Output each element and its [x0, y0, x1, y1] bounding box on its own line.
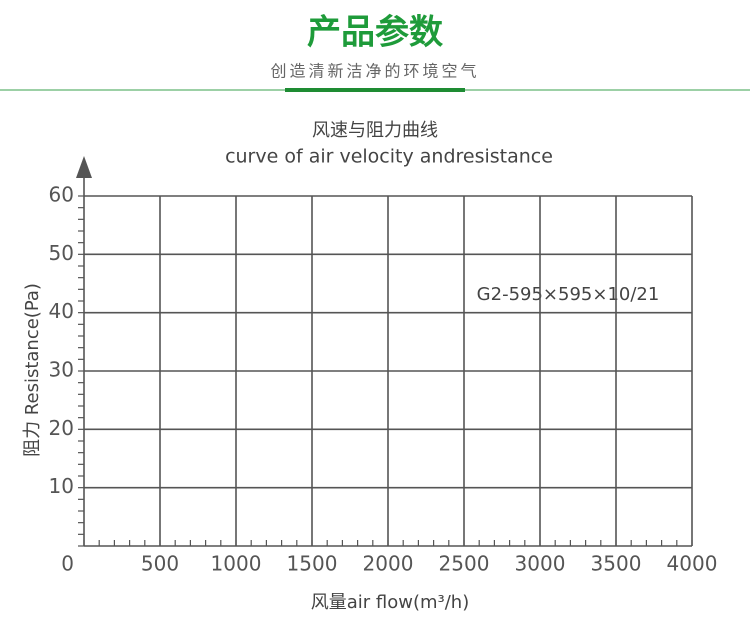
- y-tick-label: 60: [49, 183, 74, 207]
- y-tick-label: 50: [49, 241, 74, 265]
- x-axis-label: 风量air flow(m³/h): [311, 592, 470, 613]
- x-tick-label: 2000: [363, 552, 414, 576]
- x-tick-label: 0: [61, 552, 74, 576]
- y-tick-label: 10: [49, 474, 74, 498]
- series-label: G2-595×595×10/21: [477, 284, 660, 305]
- x-tick-label: 3000: [515, 552, 566, 576]
- chart-title: 风速与阻力曲线: [312, 120, 438, 141]
- x-tick-label: 4000: [667, 552, 718, 576]
- chart-subtitle: curve of air velocity andresistance: [225, 146, 553, 168]
- y-axis-label: 阻力 Resistance(Pa): [22, 283, 43, 457]
- x-tick-label: 3500: [591, 552, 642, 576]
- page-title: 产品参数: [307, 13, 443, 53]
- x-tick-label: 500: [141, 552, 179, 576]
- y-axis-arrow: [76, 156, 92, 178]
- x-tick-label: 2500: [439, 552, 490, 576]
- page-subtitle: 创造清新洁净的环境空气: [270, 62, 479, 81]
- x-tick-label: 1000: [211, 552, 262, 576]
- y-tick-label: 20: [49, 416, 74, 440]
- y-tick-label: 30: [49, 358, 74, 382]
- y-tick-label: 40: [49, 299, 74, 323]
- x-tick-label: 1500: [287, 552, 338, 576]
